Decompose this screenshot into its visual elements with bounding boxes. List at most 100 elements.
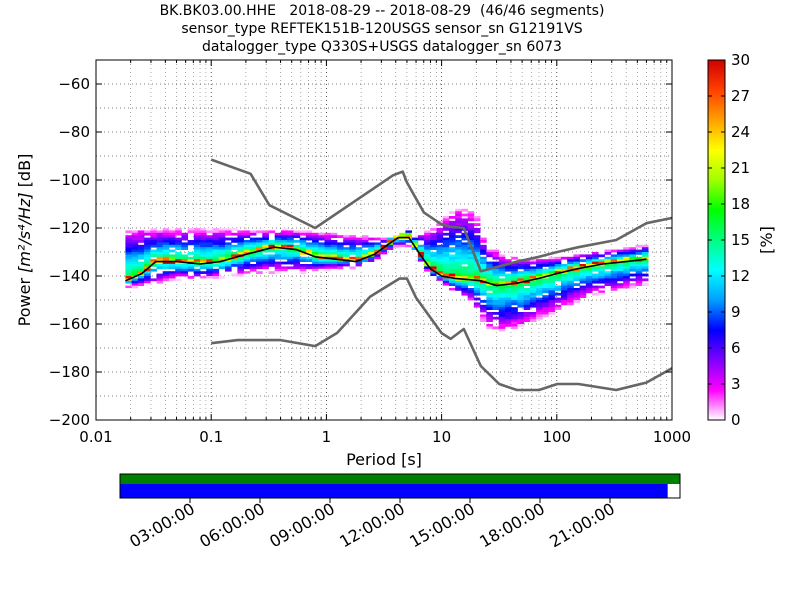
psd-cell	[368, 256, 375, 260]
psd-cell	[592, 254, 599, 258]
psd-cell	[442, 252, 450, 255]
psd-cell	[536, 314, 543, 318]
psd-cell	[218, 230, 226, 234]
psd-cell	[623, 285, 630, 289]
psd-cell	[168, 230, 176, 234]
psd-cell	[480, 273, 487, 277]
psd-cell	[144, 259, 151, 262]
psd-cell	[156, 278, 164, 282]
psd-cell	[498, 316, 506, 320]
psd-cell	[430, 225, 437, 229]
psd-cell	[598, 254, 605, 258]
psd-cell	[498, 266, 506, 270]
psd-cell	[430, 271, 437, 274]
psd-cell	[336, 244, 344, 248]
psd-cell	[585, 264, 593, 267]
psd-cell	[156, 240, 164, 243]
psd-cell	[200, 249, 207, 253]
psd-cell	[436, 278, 444, 282]
psd-cell	[592, 273, 599, 277]
psd-cell	[262, 228, 269, 231]
psd-cell	[585, 254, 593, 258]
psd-cell	[237, 273, 245, 277]
psd-cell	[150, 249, 157, 253]
psd-cell	[498, 324, 506, 327]
psd-cell	[324, 237, 332, 241]
psd-heatmap	[125, 208, 649, 332]
psd-cell	[162, 230, 170, 234]
psd-cell	[405, 247, 413, 250]
psd-cell	[193, 230, 201, 234]
psd-cell	[529, 259, 537, 262]
psd-cell	[436, 244, 444, 248]
psd-cell	[517, 264, 525, 267]
psd-cell	[523, 280, 531, 284]
psd-cell	[137, 249, 145, 253]
psd-cell	[504, 264, 512, 267]
psd-cell	[467, 249, 475, 253]
psd-cell	[473, 237, 481, 241]
psd-cell	[523, 276, 531, 279]
psd-cell	[256, 240, 263, 243]
psd-cell	[237, 240, 245, 243]
psd-cell	[212, 228, 220, 231]
psd-cell	[125, 285, 133, 289]
psd-cell	[536, 312, 543, 315]
psd-cell	[529, 283, 537, 286]
psd-cell	[504, 276, 512, 279]
psd-cell	[592, 278, 599, 282]
psd-cell	[467, 211, 475, 214]
psd-cell	[181, 254, 189, 258]
psd-cell	[430, 252, 437, 255]
psd-cell	[554, 266, 562, 270]
psd-cell	[542, 290, 549, 294]
psd-cell	[554, 256, 562, 260]
psd-cell	[268, 247, 276, 250]
psd-cell	[156, 237, 164, 241]
psd-cell	[330, 252, 338, 255]
psd-cell	[455, 216, 462, 219]
y-tick-label: −100	[49, 171, 90, 189]
psd-cell	[131, 232, 139, 236]
psd-cell	[218, 254, 226, 258]
psd-cell	[548, 278, 556, 282]
psd-cell	[268, 256, 276, 260]
psd-cell	[299, 247, 307, 250]
psd-cell	[168, 228, 176, 231]
psd-cell	[548, 256, 556, 260]
psd-cell	[467, 235, 475, 238]
psd-cell	[592, 261, 599, 265]
psd-cell	[455, 278, 462, 282]
y-tick-label: −80	[58, 123, 90, 141]
psd-cell	[461, 273, 469, 277]
psd-cell	[237, 232, 245, 236]
psd-cell	[455, 259, 462, 262]
psd-cell	[156, 261, 164, 265]
psd-cell	[168, 259, 176, 262]
psd-cell	[461, 268, 469, 272]
psd-cell	[455, 280, 462, 284]
psd-cell	[237, 237, 245, 241]
psd-cell	[430, 237, 437, 241]
psd-cell	[274, 240, 282, 243]
y-axis-label-suffix: [dB]	[15, 154, 34, 193]
psd-cell	[523, 314, 531, 318]
psd-cell	[274, 249, 282, 253]
psd-cell	[554, 288, 562, 291]
time-label: 03:00:00	[126, 499, 198, 551]
psd-cell	[162, 252, 170, 255]
psd-cell	[231, 254, 238, 258]
psd-cell	[455, 288, 462, 291]
psd-cell	[212, 264, 220, 267]
psd-cell	[262, 254, 269, 258]
psd-cell	[536, 266, 543, 270]
psd-cell	[131, 278, 139, 282]
psd-cell	[324, 232, 332, 236]
psd-cell	[417, 247, 425, 250]
psd-cell	[560, 273, 568, 277]
psd-cell	[181, 273, 189, 277]
psd-cell	[492, 285, 500, 289]
psd-cell	[405, 232, 413, 236]
psd-cell	[442, 278, 450, 282]
psd-cell	[579, 271, 587, 274]
